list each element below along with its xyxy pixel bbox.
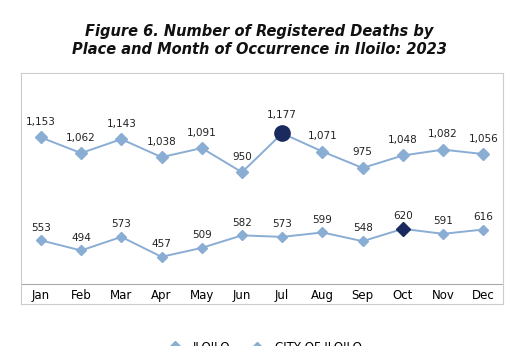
Text: 1,071: 1,071 (308, 131, 337, 141)
Text: 548: 548 (353, 224, 373, 234)
Text: 599: 599 (312, 215, 332, 225)
Text: Figure 6. Number of Registered Deaths by
Place and Month of Occurrence in Iloilo: Figure 6. Number of Registered Deaths by… (72, 24, 447, 57)
Text: 1,062: 1,062 (66, 133, 96, 143)
Legend: ILOILO, CITY OF ILOILO: ILOILO, CITY OF ILOILO (157, 337, 367, 346)
Text: 573: 573 (112, 219, 131, 229)
Text: 1,056: 1,056 (469, 134, 498, 144)
Text: 509: 509 (192, 230, 212, 240)
Text: 950: 950 (232, 152, 252, 162)
Text: 494: 494 (71, 233, 91, 243)
Text: 591: 591 (433, 216, 453, 226)
Text: 1,038: 1,038 (147, 137, 176, 147)
Text: 1,177: 1,177 (267, 110, 297, 120)
Text: 616: 616 (473, 212, 493, 222)
Text: 1,153: 1,153 (26, 117, 56, 127)
Text: 457: 457 (152, 239, 171, 249)
Text: 1,048: 1,048 (388, 135, 418, 145)
Text: 1,082: 1,082 (428, 129, 458, 139)
Text: 573: 573 (272, 219, 292, 229)
Text: 582: 582 (232, 218, 252, 228)
Text: 1,091: 1,091 (187, 128, 216, 138)
Text: 620: 620 (393, 211, 413, 221)
Text: 553: 553 (31, 222, 51, 233)
Text: 975: 975 (353, 147, 373, 157)
Text: 1,143: 1,143 (106, 119, 136, 129)
